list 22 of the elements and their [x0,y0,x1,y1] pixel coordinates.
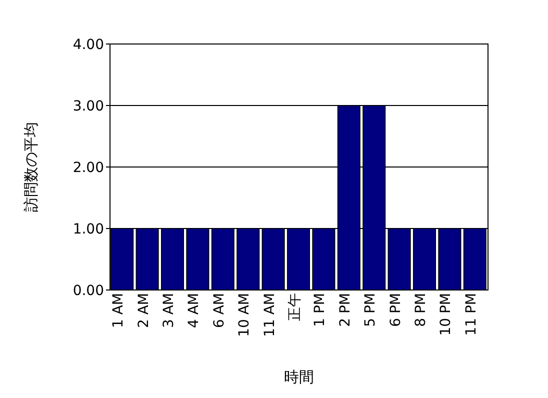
x-tick-label: 正午 [287,293,303,321]
y-tick-label: 0.00 [72,283,104,299]
x-tick-label: 4 AM [186,293,202,328]
y-tick-label: 2.00 [72,160,104,176]
y-tick-label: 4.00 [72,37,104,53]
x-tick-label: 2 AM [136,293,152,328]
x-tick-label: 6 AM [211,293,228,328]
x-tick-label: 2 PM [337,293,354,327]
x-tick-label: 10 PM [438,293,454,336]
x-tick-label: 10 AM [236,293,253,337]
y-axis-title: 訪問数の平均 [22,122,40,212]
x-tick-label: 11 PM [463,293,480,336]
x-tick-label: 8 PM [413,293,429,327]
y-tick-label: 1.00 [72,222,104,238]
x-tick-label: 3 AM [161,293,177,328]
x-axis-title: 時間 [284,368,314,386]
x-tick-label: 11 AM [262,293,278,337]
x-tick-label: 1 AM [110,293,127,328]
y-tick-label: 3.00 [72,98,104,114]
x-tick-label: 6 PM [388,293,404,327]
x-tick-label: 5 PM [362,293,379,327]
x-tick-label: 1 PM [312,293,328,327]
